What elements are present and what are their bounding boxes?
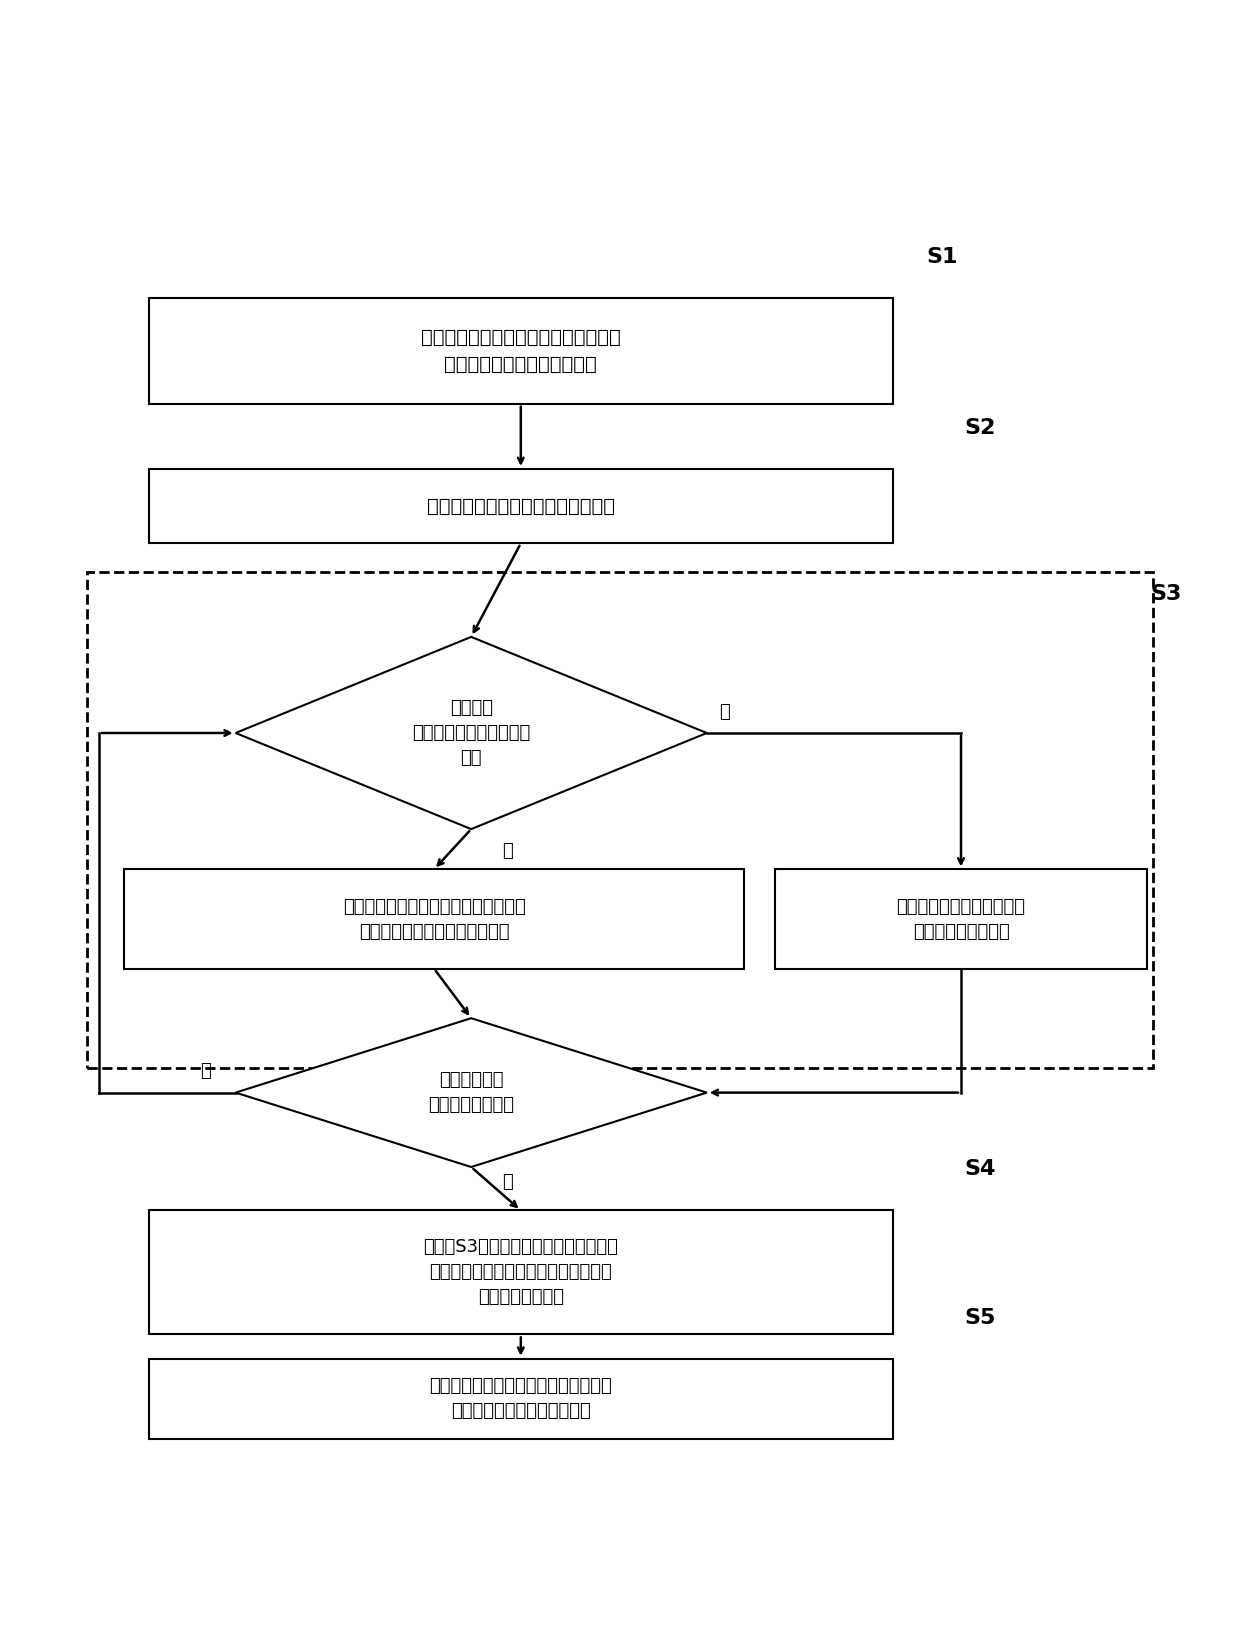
Text: S3: S3 (1149, 585, 1182, 605)
FancyBboxPatch shape (775, 869, 1147, 968)
FancyBboxPatch shape (149, 299, 893, 403)
Polygon shape (236, 638, 707, 829)
Text: 是: 是 (502, 1173, 513, 1191)
Text: 否: 否 (200, 1062, 211, 1080)
Text: 是: 是 (502, 841, 513, 859)
Text: 采用黏菌算法对要进行路径规划的焊点
进行路径寻优，得到管道模型: 采用黏菌算法对要进行路径规划的焊点 进行路径寻优，得到管道模型 (420, 329, 621, 373)
Text: 按照状态转移概率选择将要
访问的下一个路径点: 按照状态转移概率选择将要 访问的下一个路径点 (897, 897, 1025, 940)
Text: 判断当前
路径点是否在固定点对集
合中: 判断当前 路径点是否在固定点对集 合中 (412, 699, 531, 767)
Text: S5: S5 (963, 1308, 996, 1328)
Text: S2: S2 (963, 418, 996, 438)
Text: 将全部的路径中路径长度最小的路径作
为路径规划后焊点的最优路径: 将全部的路径中路径长度最小的路径作 为路径规划后焊点的最优路径 (429, 1378, 613, 1421)
FancyBboxPatch shape (149, 1211, 893, 1335)
Text: S1: S1 (926, 248, 959, 268)
Text: 否: 否 (719, 702, 730, 720)
Polygon shape (236, 1018, 707, 1166)
FancyBboxPatch shape (124, 869, 744, 968)
Text: 对步骤S3中的蚁群算法进行循环迭代，
直至满足设定的迭代次数后，结束迭代
，得到全部的路径: 对步骤S3中的蚁群算法进行循环迭代， 直至满足设定的迭代次数后，结束迭代 ，得到… (423, 1239, 619, 1307)
FancyBboxPatch shape (149, 469, 893, 544)
Text: 判断是否完成
所有路径点的访问: 判断是否完成 所有路径点的访问 (428, 1070, 515, 1113)
FancyBboxPatch shape (149, 1358, 893, 1439)
Text: 筛选出优质管道，得到固定点对集合: 筛选出优质管道，得到固定点对集合 (427, 497, 615, 515)
Bar (87, 572, 1153, 1067)
Text: 将当前路径点在固定点对集合中的对应
点作为将要访问的下一个路径点: 将当前路径点在固定点对集合中的对应 点作为将要访问的下一个路径点 (342, 897, 526, 940)
Text: S4: S4 (963, 1160, 996, 1180)
